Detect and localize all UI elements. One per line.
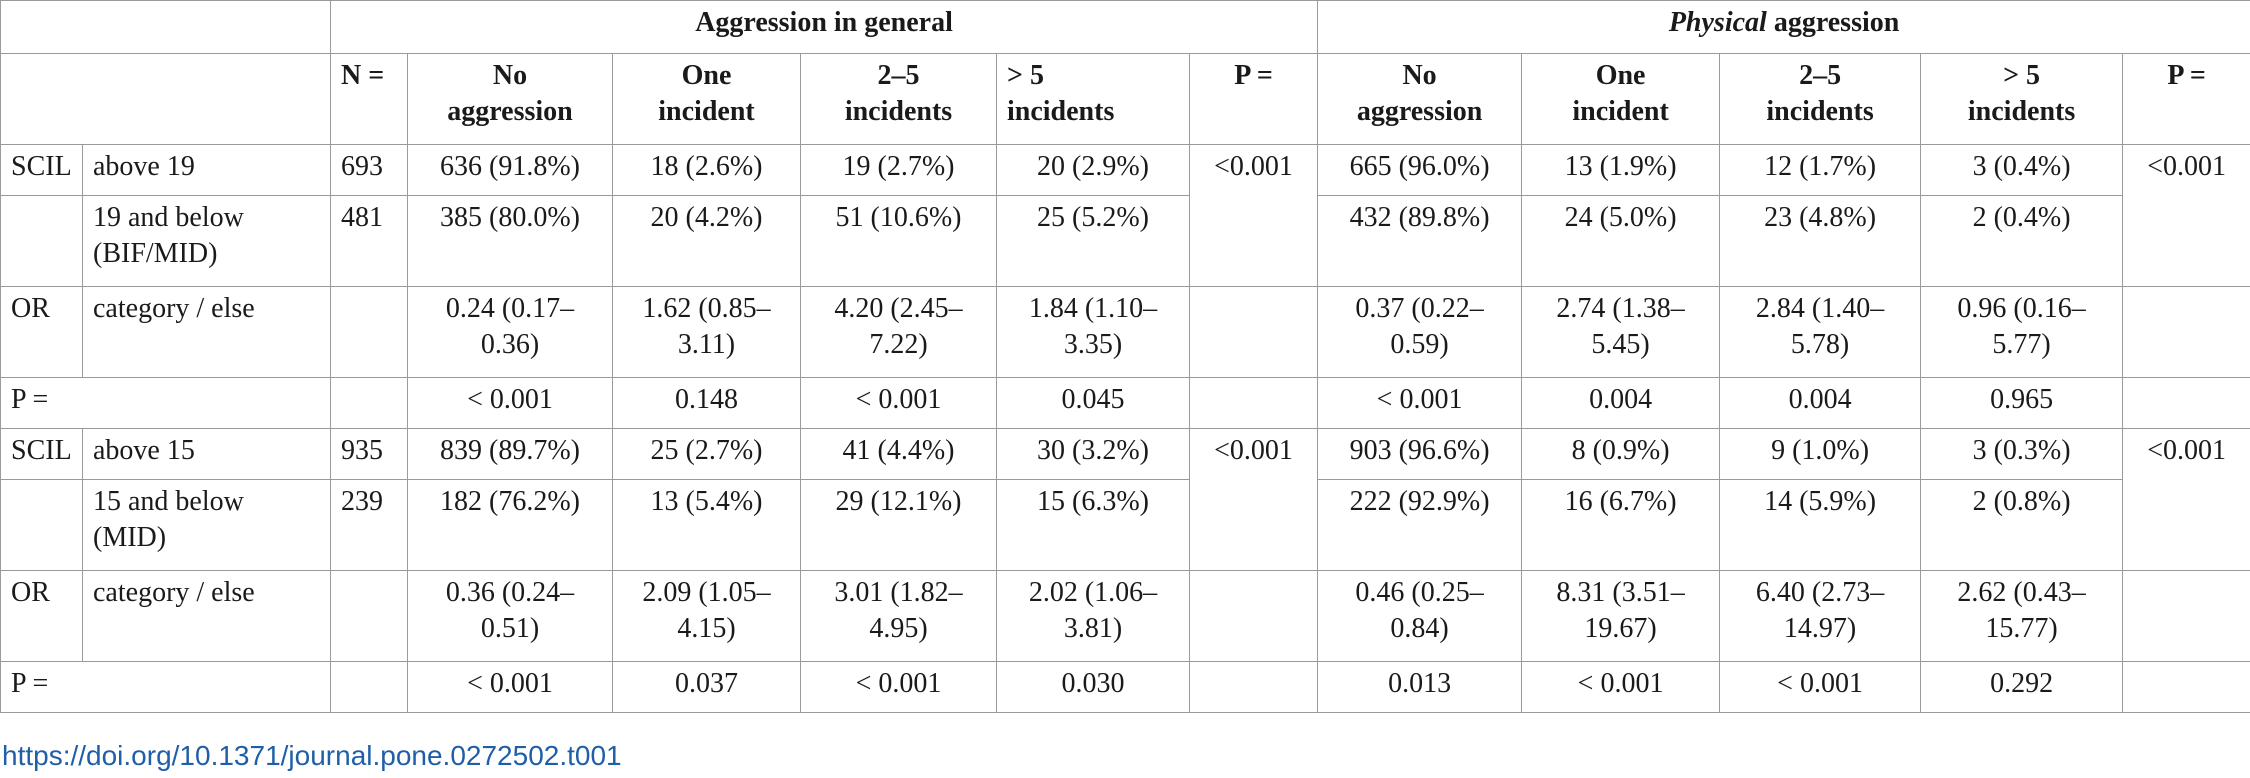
group-header-physical-rest: aggression [1766,7,1900,38]
col-gt5-physical: > 5 incidents [1920,53,2124,145]
header-row-columns: N = No aggression One incident 2–5 incident… [0,53,2250,145]
group-header-physical-italic: Physical [1668,7,1767,38]
table-row: OR category / else 0.24 (0.17–0.36) 1.62… [0,286,2250,378]
table-row: 15 and below (MID) 239 182 (76.2%) 13 (5… [0,479,2250,571]
col-no-aggression-physical: No aggression [1317,53,1523,145]
col-2-5-general: 2–5 incidents [800,53,997,145]
group-header-physical: Physical aggression [1317,0,2250,54]
p-value-general: <0.001 [1188,428,1319,571]
col-one-physical: One incident [1521,53,1721,145]
group-header-general: Aggression in general [329,0,1319,54]
p-value-physical: <0.001 [2122,144,2250,287]
col-p-general: P = [1188,53,1319,145]
table-row: OR category / else 0.36 (0.24–0.51) 2.09… [0,570,2250,662]
p-value-physical: <0.001 [2122,428,2250,571]
table-row: P = < 0.001 0.148 < 0.001 0.045 < 0.001 … [0,377,2250,429]
col-one-general: One incident [612,53,801,145]
table-row: SCIL above 19 693 636 (91.8%) 18 (2.6%) … [0,144,2250,287]
header-row-groups: Aggression in general Physical aggressio… [0,0,2250,54]
doi-link[interactable]: https://doi.org/10.1371/journal.pone.027… [2,740,622,771]
col-2-5-physical: 2–5 incidents [1719,53,1922,145]
col-p-physical: P = [2122,53,2250,145]
table-row: 19 and below (BIF/MID) 481 385 (80.0%) 2… [0,195,2250,287]
col-no-aggression-general: No aggression [407,53,613,145]
corner-cell [0,0,331,54]
corner-cell-2 [0,53,331,145]
table-row: SCIL above 15 935 839 (89.7%) 25 (2.7%) … [0,428,2250,571]
table-row: P = < 0.001 0.037 < 0.001 0.030 0.013 < … [0,661,2250,713]
col-n: N = [330,53,408,145]
p-value-general: <0.001 [1188,144,1319,287]
col-gt5-general: > 5 incidents [996,53,1190,145]
results-table: Aggression in general Physical aggressio… [0,0,2250,713]
